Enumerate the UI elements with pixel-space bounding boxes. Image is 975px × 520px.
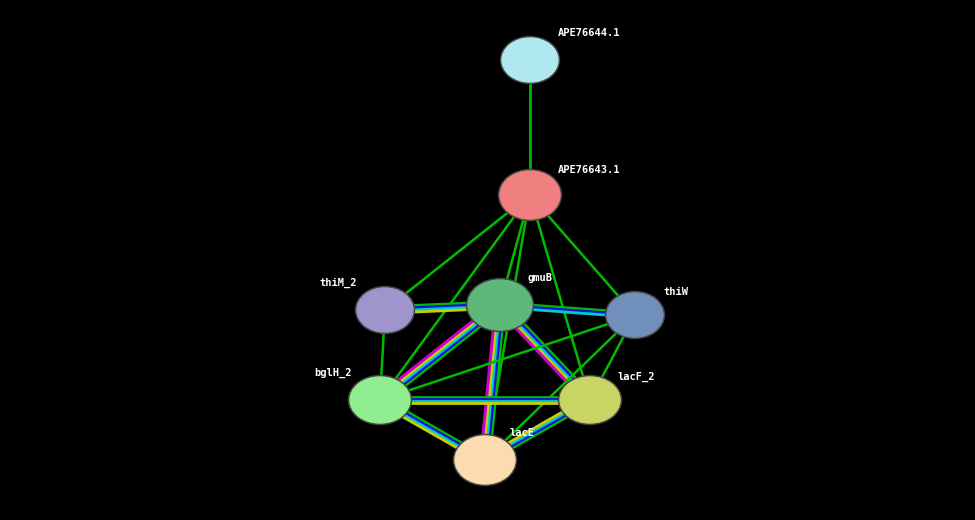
Text: lacF_2: lacF_2 [618, 372, 655, 382]
Ellipse shape [500, 36, 560, 84]
Ellipse shape [350, 377, 410, 423]
Ellipse shape [502, 38, 558, 82]
Text: APE76643.1: APE76643.1 [558, 165, 620, 175]
Ellipse shape [605, 292, 665, 339]
Ellipse shape [500, 171, 560, 219]
Text: lacE: lacE [510, 428, 535, 438]
Ellipse shape [466, 279, 533, 332]
Text: thiW: thiW [663, 287, 688, 297]
Ellipse shape [357, 288, 413, 332]
Text: gmuB: gmuB [528, 273, 553, 283]
Ellipse shape [559, 375, 621, 424]
Ellipse shape [607, 293, 663, 337]
Ellipse shape [560, 377, 620, 423]
Ellipse shape [468, 280, 532, 330]
Ellipse shape [498, 170, 562, 220]
Ellipse shape [356, 287, 414, 333]
Ellipse shape [453, 435, 517, 486]
Text: bglH_2: bglH_2 [315, 368, 352, 378]
Ellipse shape [455, 436, 515, 484]
Text: APE76644.1: APE76644.1 [558, 28, 620, 38]
Ellipse shape [348, 375, 411, 424]
Text: thiM_2: thiM_2 [320, 278, 357, 288]
